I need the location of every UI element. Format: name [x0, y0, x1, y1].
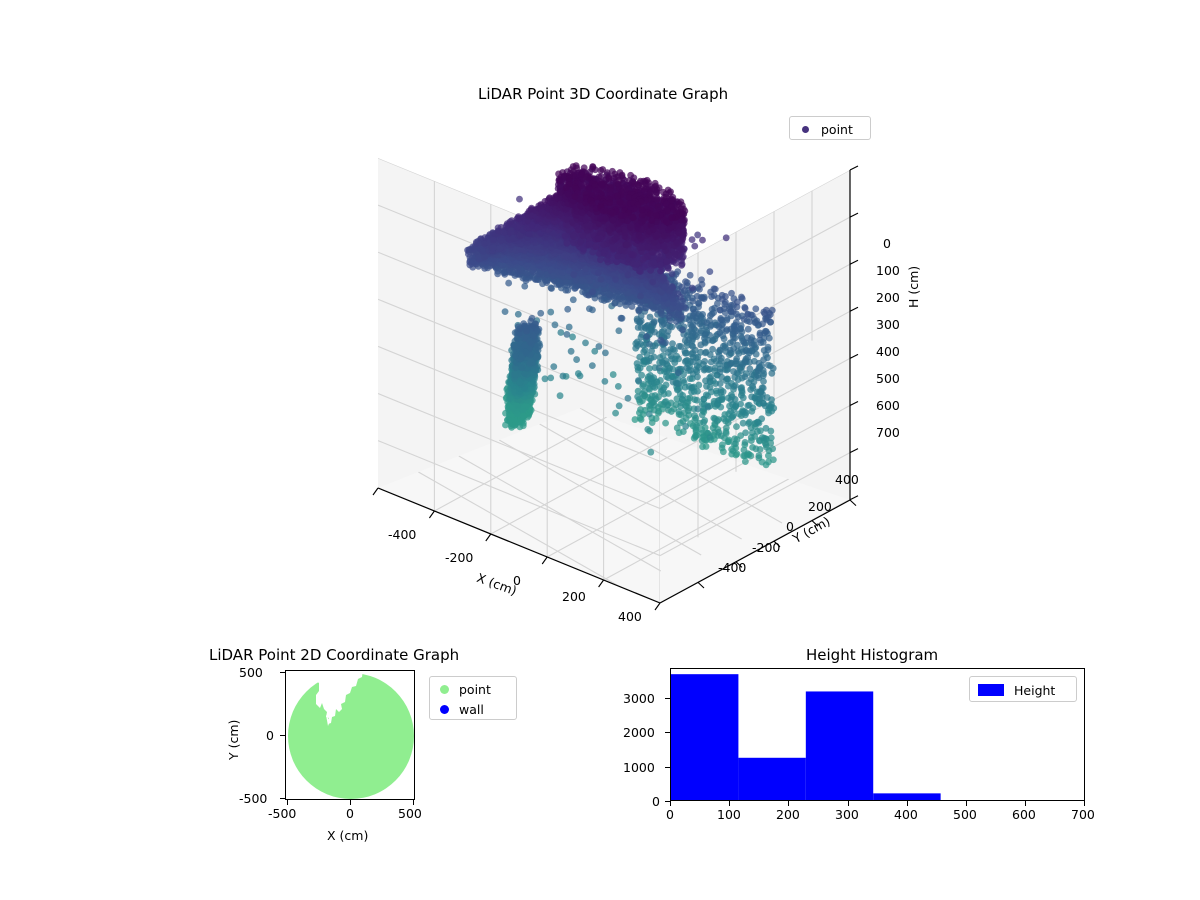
legend-marker-wall-icon-2d — [440, 704, 449, 714]
ztick-3d-2: 200 — [876, 290, 900, 305]
ytick-mark-hist-1 — [665, 767, 670, 768]
ytick-3d-2: 0 — [786, 519, 794, 534]
zlabel-3d: H (cm) — [906, 265, 921, 308]
xticks-3d — [372, 487, 661, 611]
xtick-hist-7: 700 — [1071, 807, 1095, 822]
xtick-mark-hist-2 — [788, 801, 789, 806]
xtick-hist-5: 500 — [953, 807, 977, 822]
axes-3d-canvas — [372, 158, 859, 611]
ytick-3d-1: -200 — [752, 540, 781, 555]
xtick-mark-2d-0 — [287, 800, 288, 805]
legend-item-point[interactable]: point — [796, 119, 864, 139]
xtick-mark-2d-2 — [413, 800, 414, 805]
ytick-3d-4: 400 — [835, 472, 859, 487]
panel-hist-title: Height Histogram — [806, 646, 939, 664]
legend-label-point: point — [821, 121, 853, 137]
ytick-2d-1: 0 — [266, 728, 274, 743]
legend-label-height: Height — [1014, 682, 1056, 698]
ztick-3d-6: 600 — [876, 398, 900, 413]
yticks-3d — [697, 499, 857, 589]
xtick-3d-1: -200 — [445, 550, 474, 565]
xtick-3d-2: 0 — [513, 573, 521, 588]
ylabel-2d: Y (cm) — [226, 719, 241, 760]
axes-3d[interactable] — [330, 140, 950, 640]
xtick-mark-hist-1 — [729, 801, 730, 806]
xtick-hist-2: 200 — [776, 807, 800, 822]
scatter-2d-points — [288, 671, 414, 799]
xlabel-2d: X (cm) — [327, 828, 369, 843]
ytick-2d-2: 500 — [239, 665, 263, 680]
ytick-mark-hist-2 — [665, 732, 670, 733]
axes-2d[interactable] — [285, 670, 415, 800]
xtick-mark-2d-1 — [350, 800, 351, 805]
ztick-3d-1: 100 — [876, 263, 900, 278]
histogram-canvas — [671, 674, 941, 800]
xtick-mark-hist-4 — [907, 801, 908, 806]
ztick-3d-4: 400 — [876, 344, 900, 359]
histogram-bar — [738, 757, 806, 800]
xtick-mark-hist-5 — [966, 801, 967, 806]
xtick-hist-6: 600 — [1012, 807, 1036, 822]
legend-2d[interactable]: point wall — [429, 676, 517, 720]
xtick-3d-0: -400 — [388, 527, 417, 542]
xtick-2d-2: 500 — [398, 806, 422, 821]
ytick-hist-1: 1000 — [623, 760, 655, 775]
xtick-hist-1: 100 — [717, 807, 741, 822]
xtick-mark-hist-0 — [670, 801, 671, 806]
xtick-mark-hist-3 — [848, 801, 849, 806]
point-cloud-3d — [464, 162, 778, 469]
histogram-bar — [873, 793, 941, 800]
xtick-3d-3: 200 — [562, 589, 586, 604]
ytick-mark-hist-0 — [665, 801, 670, 802]
ytick-hist-2: 2000 — [623, 725, 655, 740]
legend-marker-point-icon-2d — [440, 684, 449, 694]
ytick-mark-2d-2 — [280, 672, 285, 673]
panel-2d-title: LiDAR Point 2D Coordinate Graph — [209, 646, 460, 664]
xtick-hist-0: 0 — [666, 807, 674, 822]
legend-histogram[interactable]: Height — [969, 676, 1077, 702]
ytick-mark-2d-0 — [280, 798, 285, 799]
xtick-2d-0: -500 — [268, 806, 297, 821]
legend-item-point-2d[interactable]: point — [436, 679, 510, 699]
axis-spines-3d — [377, 170, 851, 604]
ztick-3d-0: 0 — [883, 236, 891, 251]
ytick-mark-2d-1 — [280, 735, 285, 736]
legend-label-point-2d: point — [459, 681, 491, 697]
panel-3d-title: LiDAR Point 3D Coordinate Graph — [478, 85, 729, 103]
histogram-bar — [805, 691, 874, 800]
ytick-3d-3: 200 — [808, 499, 832, 514]
xtick-hist-4: 400 — [894, 807, 918, 822]
ztick-3d-7: 700 — [876, 425, 900, 440]
ytick-2d-0: -500 — [239, 791, 268, 806]
legend-item-wall-2d[interactable]: wall — [436, 699, 510, 719]
zticks-3d — [849, 165, 859, 501]
legend-marker-point-icon — [802, 125, 809, 133]
legend-marker-height-icon — [978, 684, 1004, 696]
xtick-mark-hist-7 — [1084, 801, 1085, 806]
ztick-3d-3: 300 — [876, 317, 900, 332]
xtick-2d-1: 0 — [346, 806, 354, 821]
ytick-hist-0: 0 — [652, 794, 660, 809]
legend-label-wall-2d: wall — [459, 701, 484, 717]
axes-2d-canvas — [288, 671, 414, 799]
ytick-hist-3: 3000 — [623, 691, 655, 706]
legend-3d[interactable]: point — [789, 116, 871, 140]
xtick-hist-3: 300 — [835, 807, 859, 822]
legend-item-height[interactable]: Height — [976, 680, 1070, 700]
histogram-bar — [671, 674, 739, 800]
ztick-3d-5: 500 — [876, 371, 900, 386]
ytick-mark-hist-3 — [665, 698, 670, 699]
ytick-3d-0: -400 — [718, 560, 747, 575]
xtick-3d-4: 400 — [618, 609, 642, 624]
xtick-mark-hist-6 — [1025, 801, 1026, 806]
